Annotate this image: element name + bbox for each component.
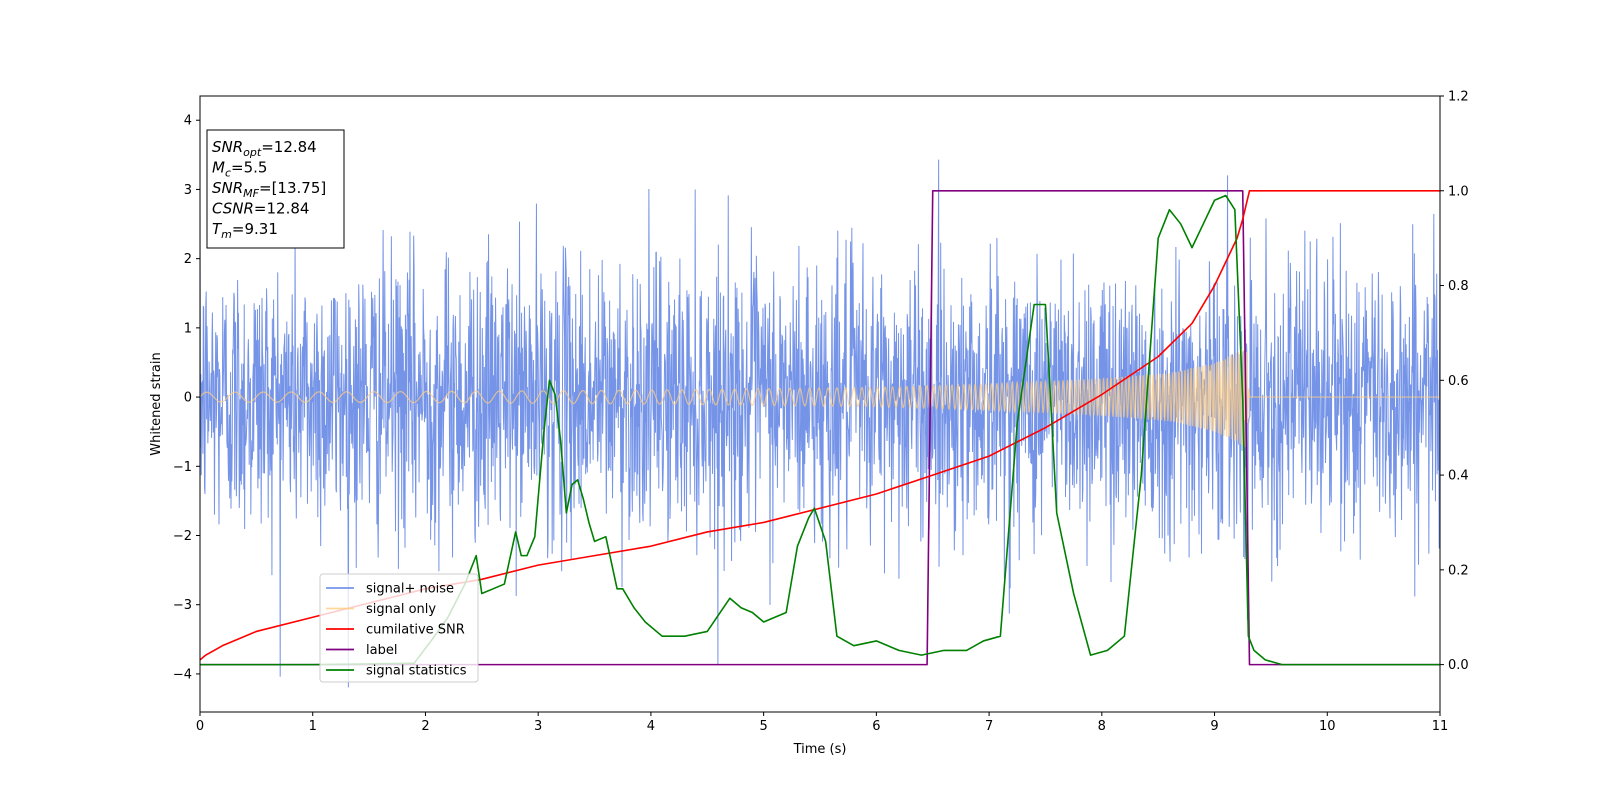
info-box: SNRopt=12.84 Mc=5.5 SNRMF=[13.75] CSNR=12.8… [206,129,345,249]
x-axis: 0 1 2 3 4 5 6 7 8 9 10 11 [196,712,1448,734]
series-signal-noise [200,159,1440,688]
x-axis-label: Time (s) [793,742,847,757]
info-row-value: =12.84 [261,138,317,156]
x-tick-label: 7 [985,719,993,734]
info-text: SNRopt=12.84 Mc=5.5 SNRMF=[13.75] CSNR=12.8… [212,138,326,241]
legend-label-signal: signal only [366,602,436,617]
plot-frame [199,95,1441,713]
legend-label-label: label [366,643,397,658]
x-tick-label: 10 [1319,719,1336,734]
x-tick-label: 11 [1432,719,1449,734]
x-tick-label: 2 [421,719,429,734]
y-right-tick-label: 0.2 [1448,563,1469,578]
x-tick-label: 5 [759,719,767,734]
legend: signal+ noise signal only cumilative SNR la… [319,573,479,683]
y-left-tick-label: 4 [184,114,192,129]
x-tick-label: 6 [872,719,880,734]
y-left-tick-label: −1 [173,460,192,475]
x-tick-label: 8 [1098,719,1106,734]
y-right-tick-label: 0.0 [1448,658,1469,673]
x-tick-label: 1 [309,719,317,734]
y-axis-right: 0.0 0.2 0.4 0.6 0.8 1.0 1.2 [1440,90,1469,673]
y-left-tick-label: −4 [173,667,192,682]
legend-items: signal+ noise signal only cumilative SNR la… [326,582,467,679]
info-row-value: =9.31 [232,220,278,238]
x-tick-label: 3 [534,719,542,734]
info-row-value: =12.84 [254,200,310,218]
y-left-tick-label: −2 [173,529,192,544]
info-row-subscript: c [225,167,231,180]
info-row-base: CSNR [212,200,254,218]
info-box-frame [206,129,345,249]
info-row-value: =5.5 [231,159,267,177]
y-left-tick-label: 2 [184,252,192,267]
y-right-tick-label: 1.2 [1448,90,1469,105]
info-row-base: SNR [212,138,243,156]
legend-label-snr: cumilative SNR [366,623,465,638]
info-row-base: SNR [212,179,243,197]
info-row-base: M [212,159,225,177]
info-row-subscript: MF [243,187,259,200]
legend-label-noise: signal+ noise [366,582,454,597]
info-row-value: =[13.75] [259,179,326,197]
info-row-subscript: opt [243,146,262,159]
y-right-tick-label: 0.8 [1448,279,1469,294]
series-signal-only [200,348,1440,448]
y-left-tick-label: 0 [184,391,192,406]
y-left-tick-label: 1 [184,321,192,336]
y-axis-left: −4 −3 −2 −1 0 1 2 3 4 [173,114,200,682]
x-tick-label: 0 [196,719,204,734]
y-right-tick-label: 0.4 [1448,469,1469,484]
x-tick-label: 9 [1210,719,1218,734]
info-row-subscript: m [221,228,232,241]
info-row-base: T [212,220,223,238]
legend-frame [319,573,479,683]
y-right-tick-label: 1.0 [1448,184,1469,199]
y-left-tick-label: 3 [184,183,192,198]
y-axis-label: Whitened strain [149,352,164,455]
y-right-tick-label: 0.6 [1448,374,1469,389]
series-signal-statistics [200,194,1440,666]
y-left-tick-label: −3 [173,598,192,613]
legend-label-stats: signal statistics [366,664,467,679]
x-tick-label: 4 [647,719,655,734]
